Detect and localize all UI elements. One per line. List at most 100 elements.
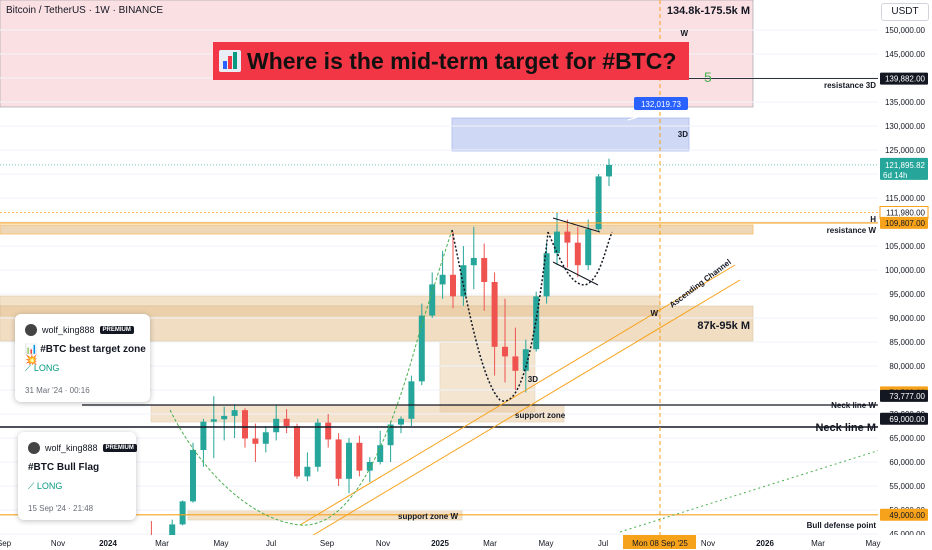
flag-line-top xyxy=(552,217,601,233)
time-cursor-label-bg xyxy=(623,535,696,549)
price-axis-tick: 150,000.00 xyxy=(885,26,926,35)
zone-3d-box xyxy=(439,341,536,413)
annotation-wave-5: 5 xyxy=(704,69,712,85)
price-axis-tick: 105,000.00 xyxy=(885,242,926,251)
candle-body xyxy=(210,419,217,422)
time-axis-tick: May xyxy=(538,539,553,548)
candle-body xyxy=(356,442,363,471)
idea-title[interactable]: #BTC Bull Flag xyxy=(28,462,100,473)
idea-author-row: wolf_king888 PREMIUM xyxy=(28,442,137,454)
idea-date: 15 Sep '24 · 21:48 xyxy=(28,504,94,513)
ascending-channel-lower xyxy=(304,279,741,541)
idea-direction: ⟋ LONG xyxy=(28,481,63,491)
time-axis-tick: Sep xyxy=(0,539,12,548)
resistance-w-band xyxy=(0,224,754,235)
candle-body xyxy=(450,274,456,297)
price-axis-tick: 55,000.00 xyxy=(889,482,925,491)
candle-body xyxy=(304,466,311,477)
bar-chart-icon xyxy=(219,50,241,72)
time-axis-tick: Mar xyxy=(155,539,169,548)
idea-card-bull-flag[interactable]: wolf_king888 PREMIUM #BTC Bull Flag ⟋ LO… xyxy=(18,432,137,520)
candle-body xyxy=(314,422,321,467)
price-axis-tick: 80,000.00 xyxy=(889,362,925,371)
candle-body xyxy=(231,410,238,416)
neck-line-m-tag-bg xyxy=(880,412,928,425)
bull-defense-tag: 49,000.00 xyxy=(889,511,925,520)
time-axis-tick: Nov xyxy=(51,539,65,548)
time-axis-bg xyxy=(0,535,932,550)
candle-body xyxy=(502,346,508,357)
time-axis-tick: 2024 xyxy=(99,539,117,548)
annotation-ascending-channel: Ascending Channel xyxy=(668,257,733,309)
candle-body xyxy=(273,418,280,433)
candle-body xyxy=(574,242,581,266)
candle-body xyxy=(595,176,602,230)
candle-body xyxy=(221,415,228,420)
price-axis-tick: 90,000.00 xyxy=(889,314,925,323)
currency-button[interactable]: USDT xyxy=(881,3,929,21)
neck-line-w-tag-bg xyxy=(880,389,928,402)
price-axis-tick: 130,000.00 xyxy=(885,122,926,131)
price-axis-tick: 100,000.00 xyxy=(885,266,926,275)
idea-author-row: wolf_king888 PREMIUM xyxy=(25,324,134,336)
time-axis-tick: Nov xyxy=(376,539,390,548)
price-axis-tick: 115,000.00 xyxy=(886,194,926,203)
author-name[interactable]: wolf_king888 xyxy=(42,325,95,335)
cup-curve-black xyxy=(451,229,549,402)
candle-body xyxy=(554,231,560,254)
price-axis-tick: 145,000.00 xyxy=(885,50,926,59)
price-axis-tick: 65,000.00 xyxy=(889,434,925,443)
avatar xyxy=(28,442,40,454)
candle-body xyxy=(429,284,436,316)
candle-body xyxy=(439,274,446,285)
candle-body xyxy=(543,253,550,297)
chart-title-banner: Where is the mid-term target for #BTC? xyxy=(213,42,689,80)
time-axis-tick: Nov xyxy=(701,539,715,548)
direction-label: LONG xyxy=(36,481,63,491)
bull-defense-tag-bg xyxy=(880,508,928,521)
price-axis-tick: 135,000.00 xyxy=(885,98,926,107)
target-price-label-bg xyxy=(634,97,688,110)
candle-body xyxy=(283,418,290,426)
candle-body xyxy=(242,410,248,439)
annotation-w-top: W xyxy=(680,29,688,38)
time-axis-tick: Jul xyxy=(266,539,276,548)
annotation-neck-line-m: Neck line M xyxy=(815,422,876,434)
candle-body xyxy=(366,462,373,471)
author-name[interactable]: wolf_king888 xyxy=(45,443,98,453)
premium-badge: PREMIUM xyxy=(102,444,137,452)
candle-body xyxy=(262,432,269,444)
resistance-3d-tag: 139,882.00 xyxy=(885,75,926,84)
resistance-w-price-tag: 109,807.00 xyxy=(885,219,926,228)
candle-body xyxy=(335,439,342,479)
candle-body xyxy=(408,381,415,419)
idea-direction: ⟋ LONG xyxy=(25,363,60,373)
annotation-bull-defense: Bull defense point xyxy=(807,521,877,530)
high-price-tag: 111,980.00 xyxy=(886,208,925,217)
annotation-support-zone-w: support zone W xyxy=(398,512,458,521)
ascending-channel-upper xyxy=(299,264,736,526)
last-price-tag-bg xyxy=(880,157,928,180)
annotation-high: H xyxy=(870,215,876,224)
annotation-resistance-w: resistance W xyxy=(827,226,877,235)
candle-body xyxy=(512,356,519,371)
target-zone-3d xyxy=(451,117,690,152)
idea-title[interactable]: 📊 #BTC best target zone💥 xyxy=(25,344,146,366)
annotation-w-zone: W xyxy=(650,309,658,318)
idea-card-best-target[interactable]: wolf_king888 PREMIUM 📊 #BTC best target … xyxy=(15,314,150,402)
symbol-header[interactable]: Bitcoin / TetherUS · 1W · BINANCE xyxy=(6,5,164,16)
handle-curve-black xyxy=(547,231,613,286)
candle-body xyxy=(387,424,394,446)
candle-body xyxy=(398,418,404,425)
time-axis-tick: Mar xyxy=(483,539,497,548)
flag-line-bottom xyxy=(552,261,599,286)
candle-body xyxy=(470,258,477,266)
candle-body xyxy=(346,442,352,479)
price-axis-tick: 85,000.00 xyxy=(889,338,925,347)
price-axis-tick: 45,000.00 xyxy=(889,530,925,539)
neck-line-w-tag: 73,777.00 xyxy=(889,392,925,401)
time-axis-tick: Jul xyxy=(598,539,608,548)
time-axis-tick: May xyxy=(213,539,228,548)
resistance-3d-tag-bg xyxy=(880,72,928,85)
